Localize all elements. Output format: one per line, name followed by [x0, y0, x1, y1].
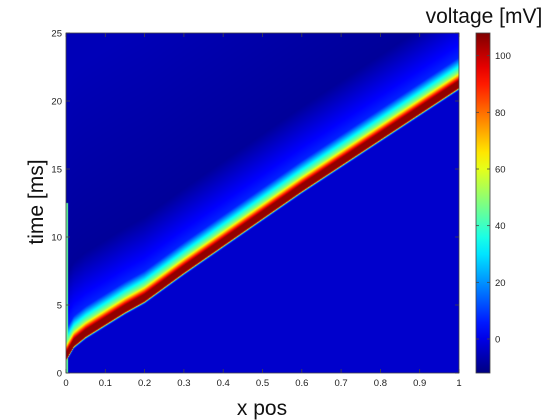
colorbar-tick-label: 0 [495, 335, 500, 346]
heatmap-plot [66, 33, 459, 373]
x-tick-label: 0.2 [138, 378, 151, 389]
colorbar-tick-label: 60 [495, 165, 506, 176]
x-tick-label: 0.3 [177, 378, 190, 389]
x-tick-label: 0.1 [99, 378, 112, 389]
y-tick-label: 0 [57, 369, 62, 380]
heatmap-canvas-holder [66, 33, 459, 373]
x-tick-label: 1 [456, 378, 461, 389]
x-axis-ticks: 0 0.1 0.2 0.3 0.4 0.5 0.6 0.7 0.8 0.9 1 [63, 33, 462, 389]
y-tick-label: 20 [51, 97, 62, 108]
x-axis-label: x pos [237, 397, 287, 420]
colorbar-label: voltage [mV] [426, 5, 543, 28]
y-axis-label: time [ms] [25, 159, 48, 244]
x-tick-label: 0.9 [413, 378, 426, 389]
colorbar-tick-label: 100 [495, 51, 511, 62]
y-tick-label: 10 [51, 233, 62, 244]
y-tick-label: 15 [51, 165, 62, 176]
y-axis-ticks: 0 5 10 15 20 25 [51, 29, 459, 380]
x-tick-label: 0.4 [217, 378, 230, 389]
x-tick-label: 0.6 [295, 378, 308, 389]
colorbar-tick-label: 40 [495, 221, 506, 232]
x-tick-label: 0.7 [334, 378, 347, 389]
x-tick-label: 0 [63, 378, 68, 389]
y-tick-label: 25 [51, 29, 62, 40]
colorbar [475, 32, 491, 374]
x-tick-label: 0.5 [256, 378, 269, 389]
colorbar-tick-label: 20 [495, 278, 506, 289]
colorbar-ticks: 0 20 40 60 80 100 [476, 51, 511, 346]
y-tick-label: 5 [57, 301, 62, 312]
colorbar-tick-label: 80 [495, 108, 506, 119]
x-tick-label: 0.8 [374, 378, 387, 389]
